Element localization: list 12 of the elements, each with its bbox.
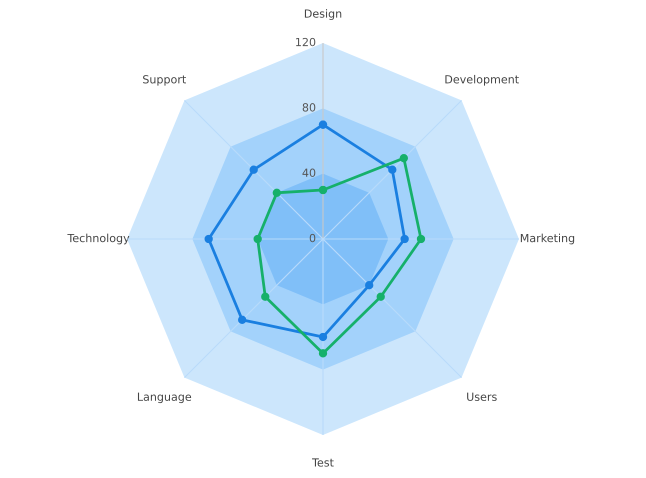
y-tick-label: 80 (302, 103, 316, 112)
spoke-label: Users (467, 392, 497, 401)
spoke-label: Marketing (520, 234, 574, 244)
spoke-label: Development (445, 74, 519, 86)
spoke-label: Technology (67, 234, 130, 244)
spoke-label: Language (138, 392, 192, 404)
y-tick-label: 40 (302, 168, 316, 177)
y-tick-label: 120 (296, 38, 316, 46)
spoke-label: Test (312, 458, 334, 467)
spoke-label: Support (143, 75, 186, 86)
y-tick-label: 0 (310, 234, 316, 242)
spoke-label: Design (304, 9, 342, 20)
